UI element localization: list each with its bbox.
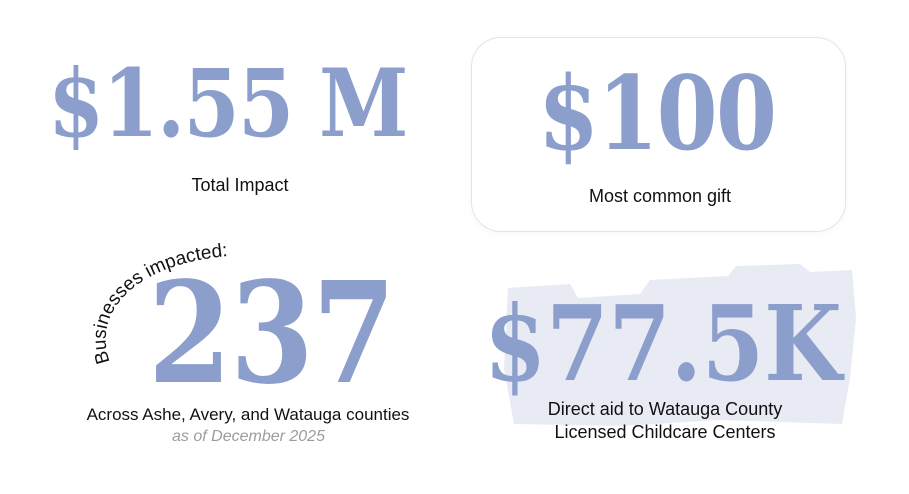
businesses-arc-label: Businesses impacted:: [90, 240, 229, 366]
businesses-date-note: as of December 2025: [172, 428, 325, 445]
businesses-label: Across Ashe, Avery, and Watauga counties: [86, 405, 410, 424]
common-gift-label: Most common gift: [588, 186, 732, 206]
total-impact-value: $1.55 M: [48, 49, 408, 159]
direct-aid-label-line1: Direct aid to Watauga County: [547, 399, 783, 419]
common-gift-card: [471, 37, 846, 232]
businesses-value: 237: [148, 252, 396, 416]
direct-aid-value: $77.5K: [484, 282, 842, 405]
direct-aid-label: Direct aid to Watauga County Licensed Ch…: [500, 398, 830, 443]
common-gift-value: $100: [538, 54, 777, 174]
total-impact-label: Total Impact: [191, 175, 289, 195]
direct-aid-highlight-shape: [504, 264, 856, 426]
direct-aid-label-line2: Licensed Childcare Centers: [554, 421, 776, 442]
